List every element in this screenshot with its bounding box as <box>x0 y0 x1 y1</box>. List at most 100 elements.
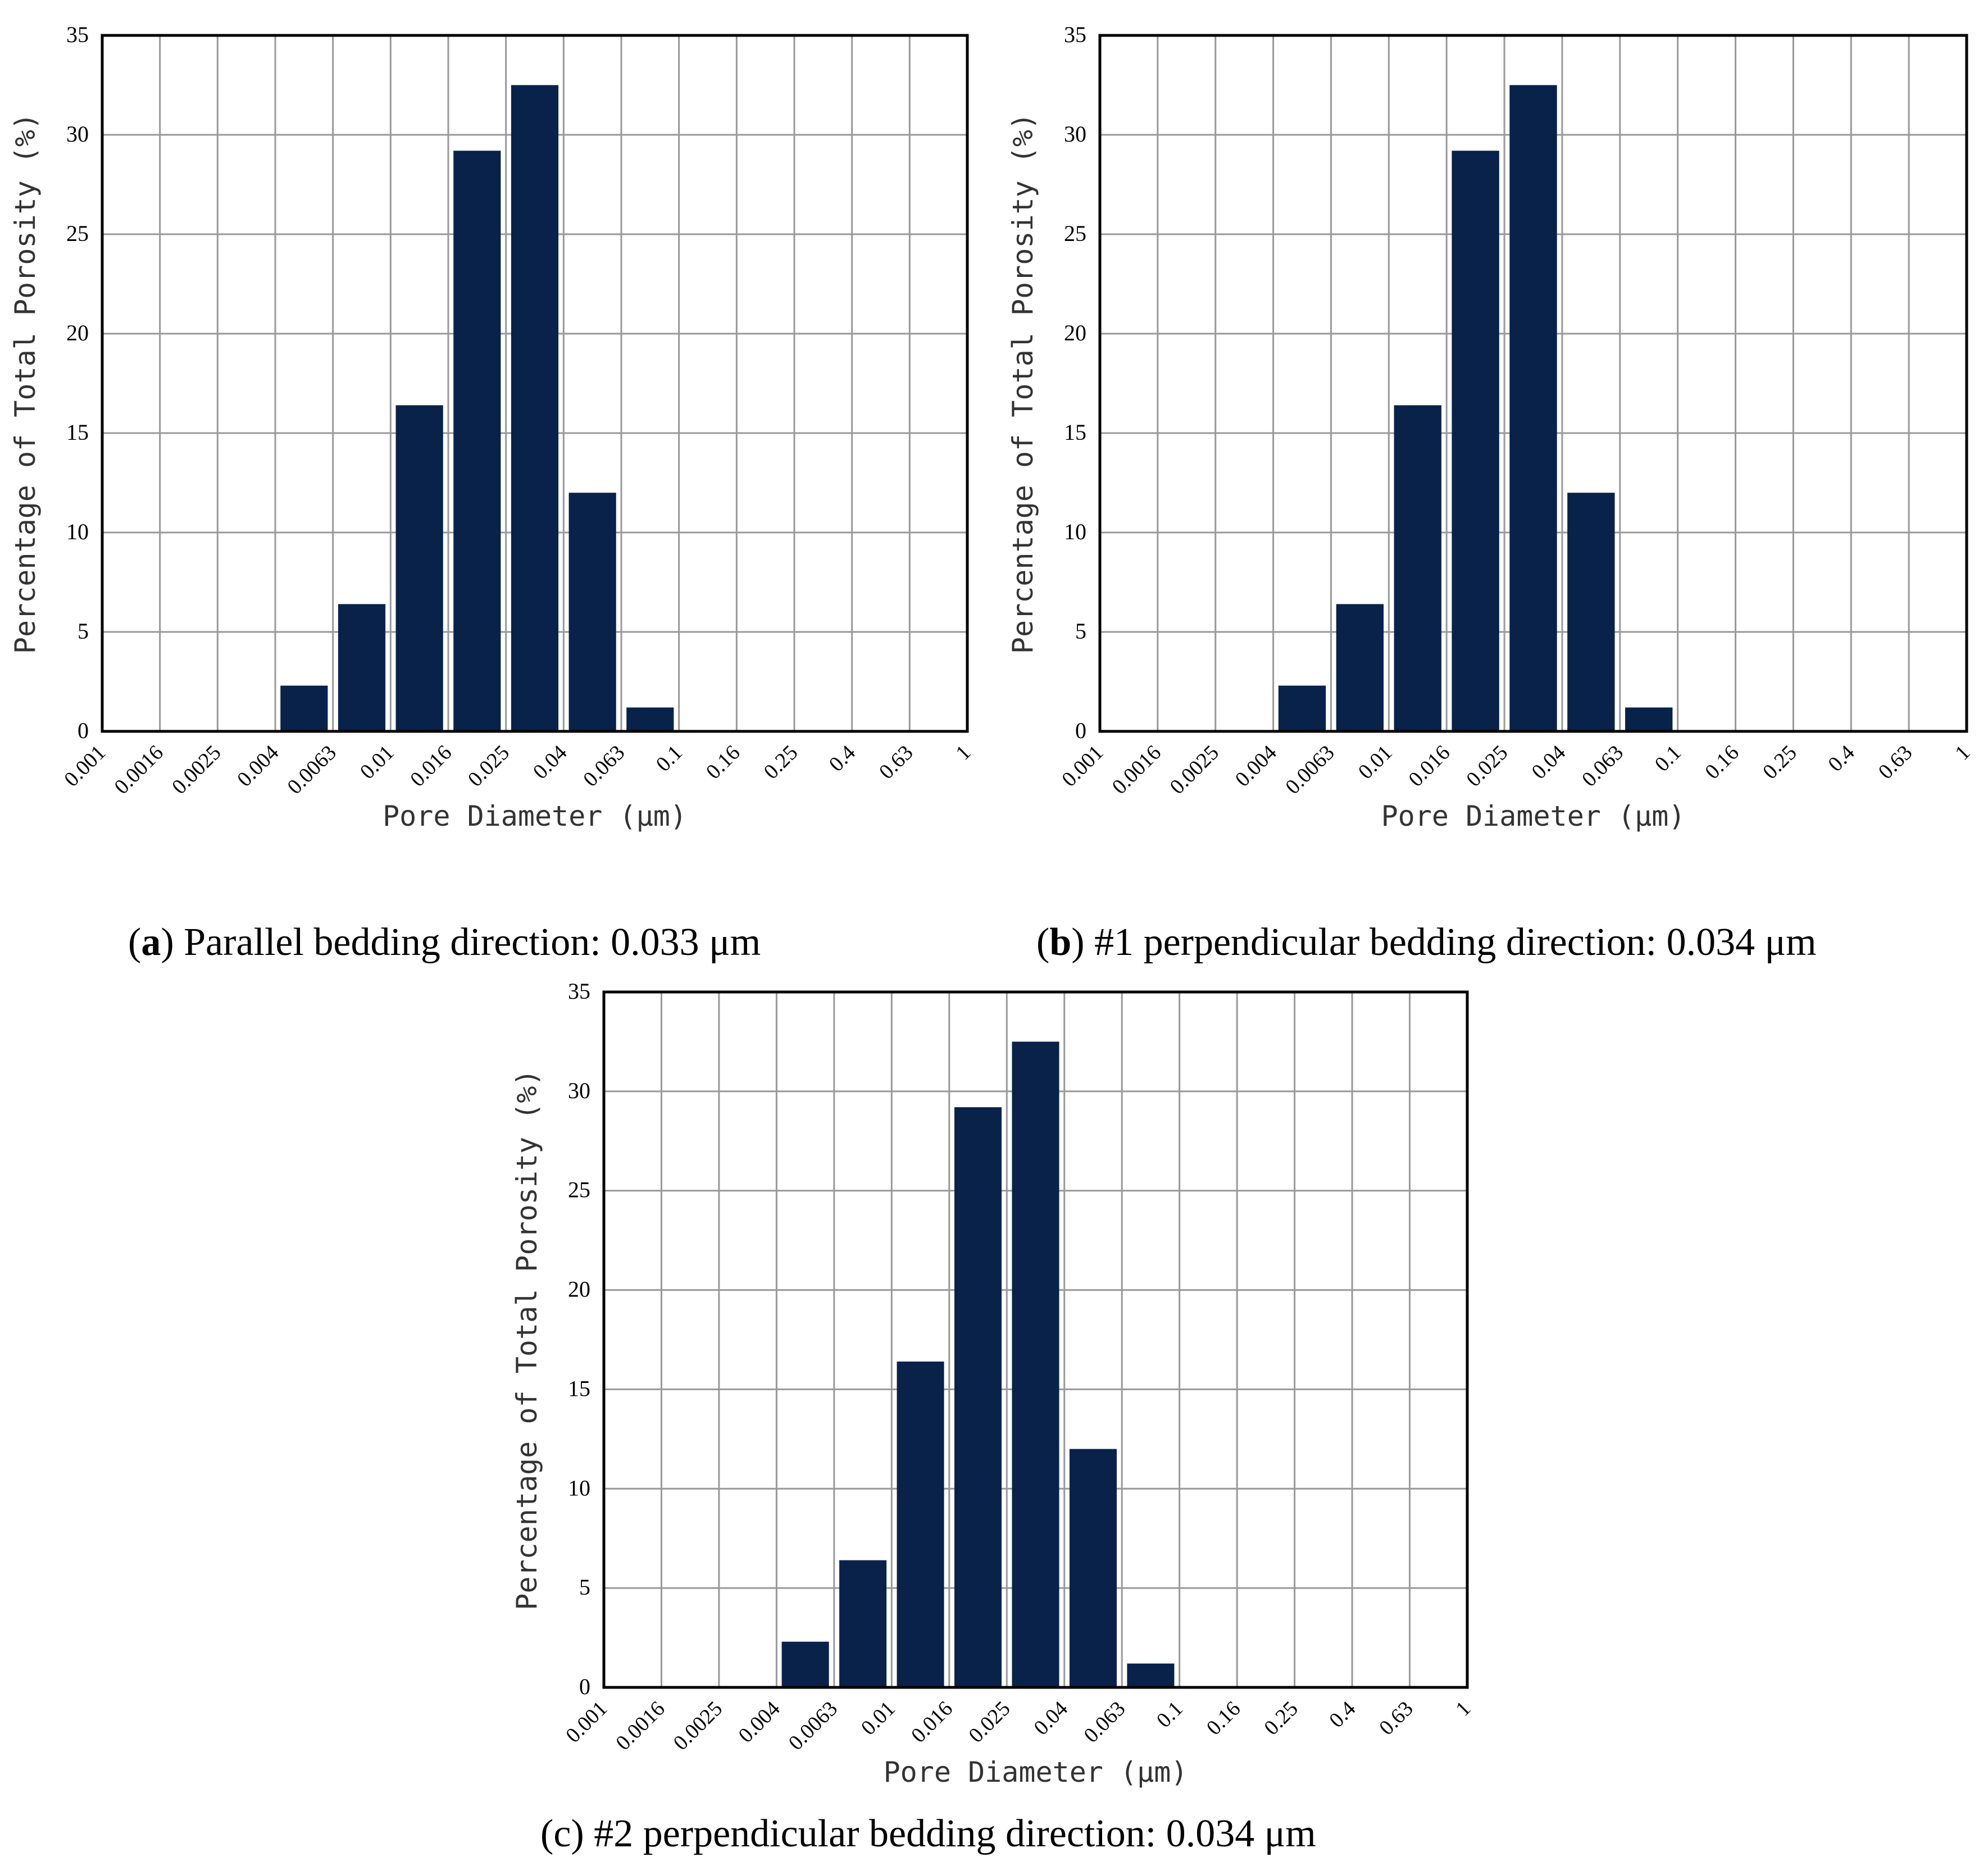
y-tick-label: 0 <box>579 1674 590 1699</box>
bar <box>453 151 501 731</box>
x-tick-label: 0.16 <box>702 741 745 784</box>
plot-frame <box>1098 34 1968 733</box>
x-tick-label: 0.0025 <box>669 1697 727 1755</box>
x-tick-label: 0.0025 <box>1166 741 1224 799</box>
y-tick-label: 15 <box>66 420 89 445</box>
y-tick-label: 5 <box>579 1574 590 1600</box>
x-tick-label: 0.25 <box>759 741 803 784</box>
x-tick-label: 0.025 <box>964 1697 1015 1747</box>
x-tick-label: 1 <box>1950 741 1975 765</box>
x-tick-label: 0.1 <box>1650 741 1686 776</box>
bar <box>511 85 559 731</box>
y-tick-label: 20 <box>568 1277 590 1302</box>
x-tick-label: 0.063 <box>1577 741 1628 791</box>
y-tick-label: 25 <box>66 221 89 246</box>
y-tick-label: 10 <box>1064 519 1086 544</box>
x-tick-label: 0.004 <box>1231 741 1281 791</box>
bar <box>1509 85 1557 731</box>
chart-panel-b: 0 5 10 15 20 25 30 35 0.001 0.0016 0.0025 0.004 0.00… <box>1007 22 1975 832</box>
y-axis-label: Percentage of Total Porosity (%) <box>1007 113 1039 654</box>
x-tick-label: 0.4 <box>1823 741 1859 776</box>
x-axis-label: Pore Diameter (μm) <box>884 1756 1188 1788</box>
y-tick-label: 20 <box>1064 320 1086 345</box>
y-tick-label: 15 <box>568 1376 590 1401</box>
x-tick-label: 0.25 <box>1259 1697 1303 1740</box>
x-axis-label: Pore Diameter (μm) <box>383 800 687 832</box>
bar <box>568 493 616 731</box>
bar <box>1336 604 1384 731</box>
bar <box>1127 1663 1175 1687</box>
y-tick-label: 10 <box>568 1475 590 1500</box>
x-tick-label: 0.016 <box>406 741 456 791</box>
y-tick-label: 5 <box>78 618 89 644</box>
plot-frame <box>602 990 1469 1689</box>
x-tick-label: 0.001 <box>1057 741 1108 791</box>
x-tick-label: 0.004 <box>734 1697 785 1747</box>
x-tick-label: 0.0016 <box>611 1697 670 1755</box>
y-tick-label: 0 <box>1075 718 1086 743</box>
x-tick-label: 0.25 <box>1758 741 1802 784</box>
x-tick-label: 0.63 <box>1874 741 1917 784</box>
x-tick-label: 0.01 <box>356 741 399 784</box>
caption-a-text: Parallel bedding direction: 0.033 μm <box>184 921 761 964</box>
bar <box>1069 1449 1117 1687</box>
caption-a-letter: a <box>141 921 161 964</box>
x-tick-label: 0.016 <box>1404 741 1454 791</box>
x-tick-label: 0.16 <box>1700 741 1744 784</box>
x-tick-label: 0.016 <box>907 1697 957 1747</box>
caption-b: (b) #1 perpendicular bedding direction: … <box>1036 921 1817 964</box>
y-axis-label: Percentage of Total Porosity (%) <box>9 113 42 654</box>
x-tick-label: 0.04 <box>1029 1697 1072 1740</box>
bar <box>626 707 674 731</box>
x-tick-label: 0.1 <box>652 741 687 776</box>
bar <box>1625 707 1673 731</box>
x-tick-label: 0.4 <box>1325 1697 1360 1732</box>
y-tick-label: 30 <box>66 121 89 147</box>
bar <box>1278 685 1326 731</box>
bar <box>1452 151 1499 731</box>
y-tick-label: 30 <box>1064 121 1086 147</box>
bar <box>1394 405 1441 731</box>
x-tick-label: 1 <box>951 741 975 765</box>
y-tick-label: 0 <box>78 718 89 743</box>
x-tick-label: 0.04 <box>529 741 572 784</box>
y-tick-label: 25 <box>568 1177 590 1203</box>
caption-b-text: #1 perpendicular bedding direction: 0.03… <box>1094 921 1817 964</box>
x-tick-label: 0.04 <box>1527 741 1571 784</box>
x-tick-label: 0.63 <box>1375 1697 1418 1740</box>
x-tick-label: 0.0025 <box>167 741 226 799</box>
x-tick-label: 0.001 <box>60 741 110 791</box>
x-tick-label: 0.01 <box>857 1697 900 1740</box>
chart-panel-a: 0 5 10 15 20 25 30 35 0.001 0.0016 0.0025 0.004 0.00… <box>9 22 975 832</box>
y-tick-label: 35 <box>66 22 89 47</box>
caption-c-text: #2 perpendicular bedding direction: 0.03… <box>594 1812 1316 1855</box>
bar <box>897 1361 944 1687</box>
y-axis-label: Percentage of Total Porosity (%) <box>511 1069 543 1610</box>
caption-c-letter: c <box>553 1812 571 1855</box>
x-tick-label: 0.063 <box>579 741 629 791</box>
bar <box>280 685 328 731</box>
y-tick-label: 30 <box>568 1078 590 1103</box>
caption-c: (c) #2 perpendicular bedding direction: … <box>540 1812 1316 1855</box>
bar <box>338 604 386 731</box>
bar <box>1012 1041 1059 1687</box>
bar <box>781 1641 829 1687</box>
bar <box>1567 493 1615 731</box>
y-tick-label: 35 <box>568 979 590 1004</box>
x-tick-label: 0.025 <box>463 741 514 791</box>
plot-frame <box>101 34 969 733</box>
y-tick-label: 20 <box>66 320 89 345</box>
x-tick-label: 0.1 <box>1152 1697 1188 1732</box>
y-tick-label: 15 <box>1064 420 1086 445</box>
x-tick-label: 0.001 <box>561 1697 612 1747</box>
y-tick-label: 35 <box>1064 22 1086 47</box>
x-tick-label: 0.0016 <box>1108 741 1166 799</box>
x-tick-label: 0.01 <box>1354 741 1397 784</box>
x-tick-label: 0.063 <box>1079 1697 1130 1747</box>
x-tick-label: 0.63 <box>875 741 918 784</box>
x-tick-label: 0.4 <box>825 741 860 776</box>
y-tick-label: 5 <box>1075 618 1086 644</box>
